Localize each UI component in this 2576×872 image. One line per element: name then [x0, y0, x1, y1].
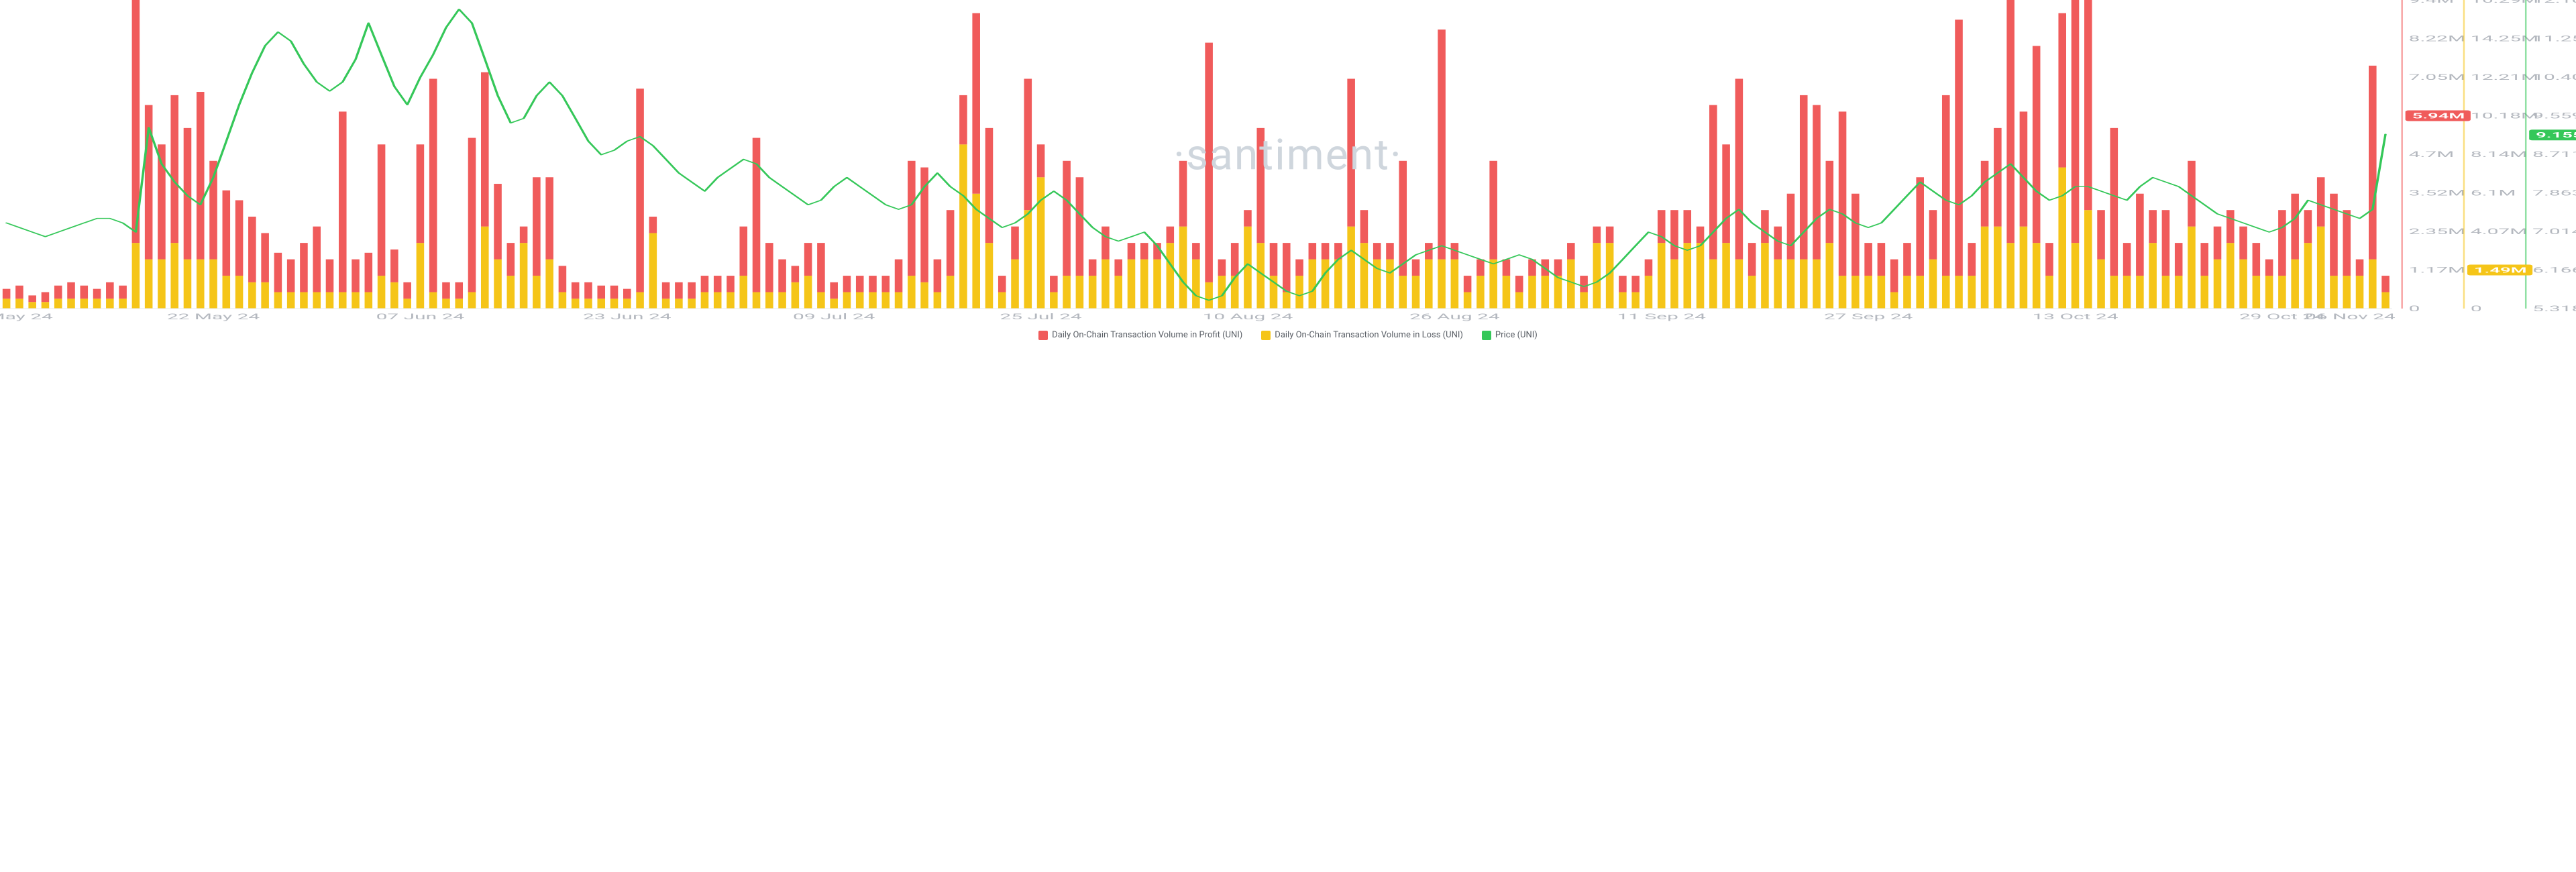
legend-item-loss: Daily On-Chain Transaction Volume in Los… — [1261, 330, 1463, 340]
svg-text:09 Jul 24: 09 Jul 24 — [793, 312, 875, 321]
svg-text:6.1M: 6.1M — [2471, 188, 2516, 197]
svg-text:26 Aug 24: 26 Aug 24 — [1409, 312, 1500, 321]
svg-text:8.14M: 8.14M — [2471, 150, 2527, 159]
legend-swatch-loss — [1261, 331, 1271, 340]
chart-container: 06 May 24 22 May 24 07 Jun 24 23 Jun 24 09 J… — [0, 0, 2576, 343]
svg-text:8.711: 8.711 — [2532, 150, 2576, 159]
svg-text:1.17M: 1.17M — [2409, 265, 2465, 274]
svg-text:25 Jul 24: 25 Jul 24 — [1000, 312, 1082, 321]
svg-text:10.18M: 10.18M — [2471, 111, 2538, 120]
svg-text:1.49M: 1.49M — [2474, 266, 2527, 275]
svg-text:23 Jun 24: 23 Jun 24 — [583, 312, 672, 321]
svg-text:8.22M: 8.22M — [2409, 34, 2465, 43]
legend-label-price: Price (UNI) — [1495, 330, 1538, 340]
svg-text:9.155: 9.155 — [2536, 131, 2576, 140]
svg-text:10.408: 10.408 — [2532, 72, 2576, 82]
svg-text:3.52M: 3.52M — [2409, 188, 2465, 197]
svg-text:9.4M: 9.4M — [2409, 0, 2455, 5]
svg-text:14.25M: 14.25M — [2471, 34, 2538, 43]
svg-text:06 Nov 24: 06 Nov 24 — [2305, 312, 2396, 321]
svg-text:2.35M: 2.35M — [2409, 227, 2465, 236]
chart-plot-area[interactable]: 06 May 24 22 May 24 07 Jun 24 23 Jun 24 09 J… — [0, 0, 2576, 325]
svg-text:6.166: 6.166 — [2532, 265, 2576, 274]
svg-text:22 May 24: 22 May 24 — [167, 312, 260, 321]
chart-legend: Daily On-Chain Transaction Volume in Pro… — [0, 325, 2576, 343]
svg-text:12.21M: 12.21M — [2471, 72, 2538, 82]
svg-text:4.7M: 4.7M — [2409, 150, 2455, 159]
legend-swatch-profit — [1038, 331, 1048, 340]
svg-text:11.256: 11.256 — [2532, 34, 2576, 43]
svg-text:06 May 24: 06 May 24 — [0, 312, 53, 321]
legend-label-profit: Daily On-Chain Transaction Volume in Pro… — [1052, 330, 1242, 340]
legend-label-loss: Daily On-Chain Transaction Volume in Los… — [1275, 330, 1463, 340]
svg-text:4.07M: 4.07M — [2471, 227, 2527, 236]
legend-swatch-price — [1482, 331, 1491, 340]
svg-text:12.104: 12.104 — [2532, 0, 2576, 5]
svg-text:5.94M: 5.94M — [2412, 112, 2465, 121]
svg-text:07 Jun 24: 07 Jun 24 — [376, 312, 465, 321]
svg-text:11 Sep 24: 11 Sep 24 — [1617, 312, 1706, 321]
svg-text:0: 0 — [2409, 304, 2420, 313]
svg-text:7.05M: 7.05M — [2409, 72, 2465, 82]
chart-svg: 06 May 24 22 May 24 07 Jun 24 23 Jun 24 09 J… — [0, 0, 2576, 325]
svg-text:9.559: 9.559 — [2532, 111, 2576, 120]
svg-text:16.29M: 16.29M — [2471, 0, 2538, 5]
legend-item-price: Price (UNI) — [1482, 330, 1538, 340]
svg-text:7.863: 7.863 — [2532, 188, 2576, 197]
svg-text:7.014: 7.014 — [2532, 227, 2576, 236]
svg-text:0: 0 — [2471, 304, 2482, 313]
svg-text:10 Aug 24: 10 Aug 24 — [1203, 312, 1293, 321]
svg-text:13 Oct 24: 13 Oct 24 — [2032, 312, 2118, 321]
svg-text:5.318: 5.318 — [2532, 304, 2576, 313]
legend-item-profit: Daily On-Chain Transaction Volume in Pro… — [1038, 330, 1242, 340]
svg-text:27 Sep 24: 27 Sep 24 — [1824, 312, 1913, 321]
